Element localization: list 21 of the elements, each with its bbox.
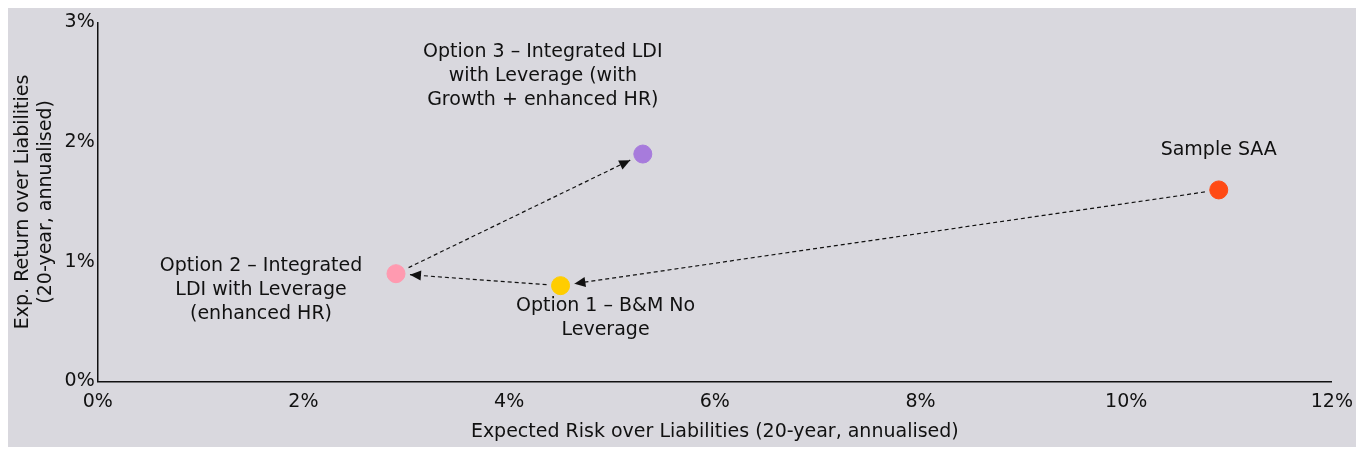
x-tick-label: 2%: [288, 388, 319, 411]
x-tick-label: 6%: [699, 388, 730, 411]
x-tick-label: 8%: [905, 388, 936, 411]
y-tick-label: 1%: [64, 248, 95, 271]
point: [386, 264, 406, 284]
y-axis-title: Exp. Return over Liabilities (20-year, annualised): [10, 74, 56, 330]
y-tick-label: 3%: [64, 9, 95, 32]
point: [551, 276, 571, 296]
annotation: Option 1 – B&M No Leverage: [515, 292, 696, 339]
annotation: Option 2 – Integrated LDI with Leverage (enhanced HR): [159, 252, 363, 323]
y-tick-label: 0%: [64, 368, 95, 391]
x-axis-title: Expected Risk over Liabilities (20-year, annualised): [470, 418, 959, 441]
annotation: Sample SAA: [1160, 136, 1277, 159]
annotation: Option 3 – Integrated LDI with Leverage (with Growth + enhanced HR): [423, 38, 663, 109]
x-tick-label: 4%: [494, 388, 525, 411]
point: [1209, 180, 1229, 200]
point: [633, 144, 653, 164]
y-tick-label: 2%: [64, 129, 95, 151]
x-tick-label: 12%: [1310, 388, 1353, 411]
x-tick-label: 0%: [82, 388, 113, 411]
x-tick-label: 10%: [1105, 388, 1148, 411]
